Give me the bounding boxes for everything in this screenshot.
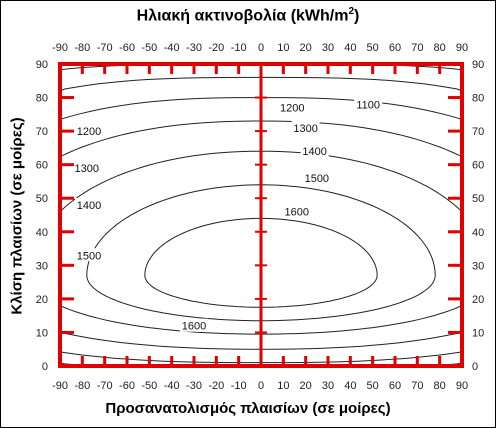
- x-tick-label-bottom: 40: [344, 380, 356, 392]
- contour-label: 1500: [305, 173, 329, 185]
- contour-label-bg: [302, 171, 331, 185]
- x-tick-label-top: 90: [456, 42, 468, 54]
- x-tick-label-bottom: 80: [434, 380, 446, 392]
- x-tick-label-top: -30: [186, 42, 202, 54]
- contour-label-bg: [75, 248, 104, 262]
- y-tick-label-right: 80: [472, 93, 484, 105]
- x-tick-label-top: 80: [434, 42, 446, 54]
- y-tick-label-left: 30: [36, 260, 48, 272]
- x-tick-label-top: -90: [52, 42, 68, 54]
- contour-label: 1500: [77, 250, 101, 262]
- contour-label-bg: [180, 318, 208, 332]
- x-tick-label-top: -40: [164, 42, 180, 54]
- contour-label: 1200: [280, 103, 304, 115]
- x-tick-label-top: 50: [367, 42, 379, 54]
- x-tick-label-top: -80: [74, 42, 90, 54]
- y-tick-label-left: 60: [36, 160, 48, 172]
- x-tick-label-top: 10: [277, 42, 289, 54]
- chart-title: Ηλιακή ακτινοβολία (kWh/m2): [136, 6, 360, 25]
- y-tick-label-right: 30: [472, 260, 484, 272]
- contour-label-bg: [291, 120, 320, 134]
- y-tick-label-left: 80: [36, 93, 48, 105]
- y-tick-label-right: 20: [472, 294, 484, 306]
- x-tick-label-top: 0: [258, 42, 264, 54]
- x-tick-label-top: -50: [141, 42, 157, 54]
- x-tick-label-top: 30: [322, 42, 334, 54]
- contour-line: [144, 217, 378, 308]
- contour-label-bg: [75, 124, 104, 138]
- x-tick-label-top: -20: [208, 42, 224, 54]
- x-tick-label-bottom: -20: [208, 380, 224, 392]
- x-tick-label-bottom: -60: [119, 380, 135, 392]
- x-tick-label-top: -60: [119, 42, 135, 54]
- x-tick-label-bottom: 60: [389, 380, 401, 392]
- x-tick-label-bottom: 20: [300, 380, 312, 392]
- x-tick-label-top: 40: [344, 42, 356, 54]
- x-tick-label-bottom: 0: [258, 380, 264, 392]
- x-tick-label-bottom: 50: [367, 380, 379, 392]
- contour-label: 1200: [77, 126, 101, 138]
- y-tick-label-left: 90: [36, 59, 48, 71]
- contour-label-bg: [75, 197, 104, 211]
- y-tick-label-left: 50: [36, 193, 48, 205]
- x-tick-label-top: 60: [389, 42, 401, 54]
- y-tick-label-left: 0: [42, 361, 48, 373]
- contour-label-bg: [354, 97, 383, 111]
- x-tick-label-bottom: 30: [322, 380, 334, 392]
- x-tick-label-bottom: -90: [52, 380, 68, 392]
- x-tick-label-bottom: 90: [456, 380, 468, 392]
- contour-line: [86, 184, 436, 322]
- x-tick-label-bottom: 10: [277, 380, 289, 392]
- contour-label: 1600: [182, 321, 206, 333]
- x-tick-label-top: 70: [411, 42, 423, 54]
- contour-label: 1300: [75, 163, 99, 175]
- y-tick-label-left: 20: [36, 294, 48, 306]
- y-tick-label-left: 40: [36, 227, 48, 239]
- x-axis-label: Προσανατολισμός πλαισίων (σε μοίρες): [105, 400, 391, 417]
- contour-label: 1600: [284, 207, 308, 219]
- x-tick-label-top: 20: [300, 42, 312, 54]
- y-tick-label-left: 10: [36, 327, 48, 339]
- x-tick-label-bottom: 70: [411, 380, 423, 392]
- contour-label-bg: [72, 161, 101, 175]
- y-tick-label-right: 60: [472, 160, 484, 172]
- x-tick-label-bottom: -80: [74, 380, 90, 392]
- contour-label-bg: [282, 204, 311, 218]
- contour-label: 1300: [293, 123, 317, 135]
- x-tick-label-top: -70: [97, 42, 113, 54]
- y-tick-label-right: 10: [472, 327, 484, 339]
- x-tick-label-bottom: -30: [186, 380, 202, 392]
- y-tick-label-left: 70: [36, 126, 48, 138]
- contour-label: 1400: [302, 146, 326, 158]
- contour-label: 1400: [77, 200, 101, 212]
- y-tick-label-right: 40: [472, 227, 484, 239]
- x-tick-label-top: -10: [231, 42, 247, 54]
- y-tick-label-right: 50: [472, 193, 484, 205]
- x-tick-label-bottom: -70: [97, 380, 113, 392]
- contour-label-bg: [300, 144, 329, 158]
- contour-label: 1100: [356, 99, 380, 111]
- contour-label-bg: [278, 100, 307, 114]
- y-tick-label-right: 90: [472, 59, 484, 71]
- y-tick-label-right: 0: [472, 361, 478, 373]
- x-tick-label-bottom: -10: [231, 380, 247, 392]
- y-tick-label-right: 70: [472, 126, 484, 138]
- x-tick-label-bottom: -50: [141, 380, 157, 392]
- x-tick-label-bottom: -40: [164, 380, 180, 392]
